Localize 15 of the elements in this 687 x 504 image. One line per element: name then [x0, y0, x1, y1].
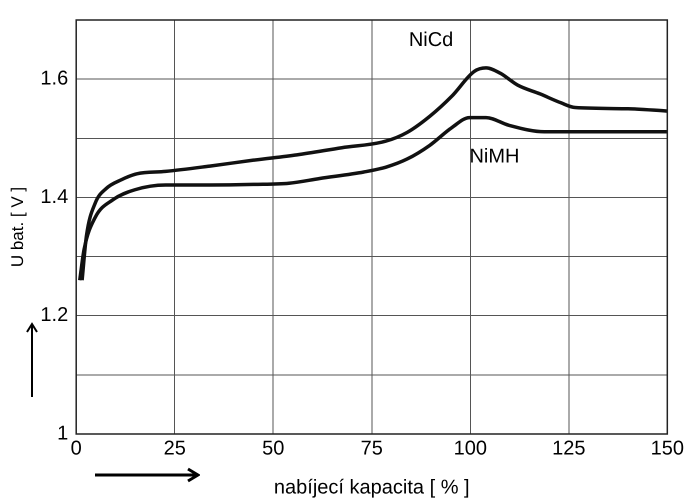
x-tick-label: 125	[552, 438, 586, 460]
x-tick-label: 25	[164, 438, 186, 460]
series-label: NiCd	[408, 28, 454, 51]
x-axis-title: nabíjecí kapacita [ % ]	[274, 476, 470, 499]
y-tick-label: 1	[57, 422, 68, 445]
x-tick-label: 150	[650, 438, 684, 460]
y-tick-label: 1.4	[40, 186, 68, 208]
x-tick-label: 50	[262, 438, 284, 460]
y-axis-title: U bat. [ V ]	[8, 186, 27, 268]
y-tick-label: 1.6	[40, 68, 68, 90]
series-label: NiMH	[469, 146, 520, 168]
x-tick-label: 100	[454, 438, 487, 460]
y-tick-label: 1.2	[40, 304, 68, 326]
x-tick-label: 75	[360, 438, 383, 460]
x-tick-label: 0	[70, 438, 82, 460]
